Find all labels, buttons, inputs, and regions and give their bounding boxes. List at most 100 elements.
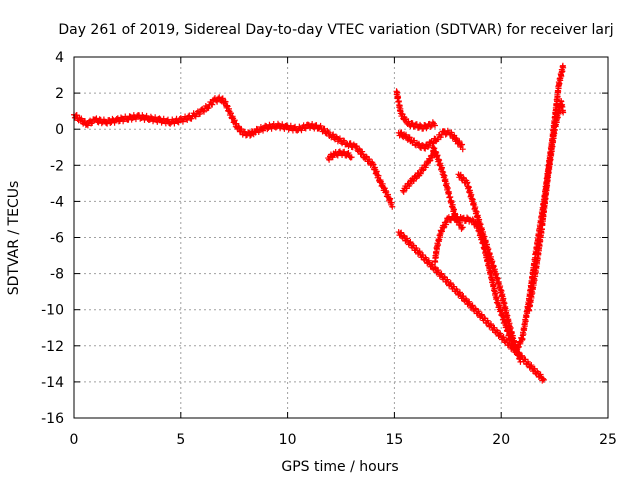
data-point: [214, 98, 221, 105]
data-point: [397, 230, 404, 237]
x-axis-label: GPS time / hours: [281, 459, 398, 475]
series-9: [395, 229, 547, 384]
series-3: [395, 127, 466, 153]
data-point: [235, 123, 242, 130]
data-point: [459, 141, 466, 148]
data-point: [359, 148, 366, 155]
data-point: [413, 175, 420, 182]
data-point: [407, 238, 414, 245]
data-point: [317, 122, 324, 129]
data-point: [175, 119, 182, 126]
data-point: [417, 170, 424, 177]
x-tick-label: 25: [599, 432, 617, 448]
series-7: [455, 171, 524, 365]
data-point: [143, 112, 150, 119]
data-point: [427, 123, 434, 130]
data-point: [104, 120, 111, 127]
y-tick-label: -16: [41, 411, 64, 427]
series-2: [393, 88, 438, 132]
data-point: [406, 134, 413, 141]
data-point: [475, 308, 482, 315]
data-point: [456, 289, 463, 296]
data-point: [469, 302, 476, 309]
axis-layer: -16 -14 -12 -10 -8 -6 -4 -2 0 2 4 0 5 10 15 20 25: [41, 50, 617, 448]
data-point: [431, 122, 438, 129]
data-point: [425, 142, 432, 149]
data-layer: [71, 62, 567, 384]
data-point: [488, 321, 495, 328]
data-point: [347, 140, 354, 147]
data-point: [152, 114, 159, 121]
data-point: [456, 138, 463, 145]
y-tick-label: 2: [55, 86, 64, 102]
y-tick-label: -6: [50, 231, 64, 247]
y-tick-label: -10: [41, 303, 64, 319]
data-point: [117, 114, 124, 121]
data-point: [441, 273, 448, 280]
data-point: [399, 111, 406, 118]
y-tick-label: -12: [41, 339, 64, 355]
data-point: [416, 248, 423, 255]
data-point: [398, 229, 405, 236]
data-point: [540, 376, 547, 383]
x-tick-label: 15: [385, 432, 403, 448]
data-point: [519, 352, 526, 359]
data-point: [84, 122, 91, 129]
x-tick-label: 20: [492, 432, 510, 448]
data-point: [279, 121, 286, 128]
data-point: [506, 339, 513, 346]
data-point: [466, 298, 473, 305]
data-point: [326, 156, 333, 163]
data-point: [425, 257, 432, 264]
data-point: [281, 125, 288, 132]
data-point: [419, 167, 426, 174]
data-point: [389, 203, 396, 210]
data-point: [186, 112, 193, 119]
data-point: [540, 375, 547, 382]
data-point: [537, 371, 544, 378]
data-point: [298, 127, 305, 134]
data-point: [345, 149, 352, 156]
data-point: [417, 169, 424, 176]
data-point: [137, 115, 144, 122]
data-point: [197, 110, 204, 117]
y-axis-label: SDTVAR / TECUs: [6, 181, 22, 296]
data-point: [464, 214, 471, 221]
data-point: [209, 101, 216, 108]
y-tick-label: -8: [50, 267, 64, 283]
data-point: [512, 346, 519, 353]
series-1: [325, 148, 355, 163]
data-point: [404, 235, 411, 242]
data-point: [89, 119, 96, 126]
data-point: [431, 264, 438, 271]
data-point: [348, 154, 355, 161]
data-point: [219, 95, 226, 102]
data-point: [200, 108, 207, 115]
data-point: [503, 336, 510, 343]
data-point: [468, 302, 475, 309]
data-point: [560, 64, 567, 71]
data-point: [560, 109, 567, 116]
data-point: [171, 120, 178, 127]
data-point: [447, 279, 454, 286]
data-point: [154, 118, 161, 125]
plot-frame: [73, 56, 609, 419]
data-point: [73, 112, 80, 119]
data-point: [192, 113, 199, 120]
data-point: [509, 343, 516, 350]
data-point: [93, 115, 100, 122]
data-point: [268, 125, 275, 132]
series-8: [525, 97, 567, 314]
data-point: [309, 120, 316, 127]
y-tick-label: -2: [50, 158, 64, 174]
data-point: [363, 153, 370, 160]
data-point: [435, 267, 442, 274]
data-point: [437, 271, 444, 278]
data-point: [413, 121, 420, 128]
chart-title: Day 261 of 2019, Sidereal Day-to-day VTE…: [58, 22, 613, 38]
data-point: [478, 311, 485, 318]
data-point: [438, 270, 445, 277]
data-point: [341, 137, 348, 144]
y-tick-label: 4: [55, 50, 64, 66]
